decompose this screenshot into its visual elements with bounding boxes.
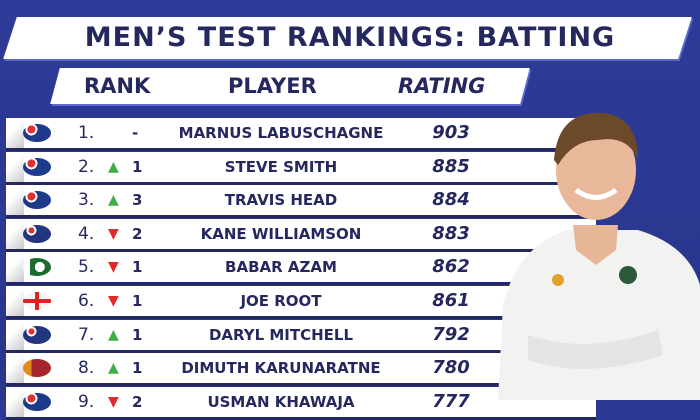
rank-change: 1 <box>132 157 143 176</box>
player-photo <box>498 112 700 400</box>
ranking-row: 4. ▼ 2 KANE WILLIAMSON 883 <box>6 218 596 252</box>
ranking-row: 5. ▼ 1 BABAR AZAM 862 <box>6 252 596 286</box>
row-shadow <box>6 319 24 350</box>
rank: 5. <box>78 257 95 278</box>
trend-up-icon: ▲ <box>108 360 119 377</box>
rank-change: 1 <box>132 292 143 310</box>
rank: 9. <box>78 391 95 412</box>
row-shadow <box>6 118 24 148</box>
rating: 792 <box>432 323 470 345</box>
trend-down-icon: ▼ <box>108 293 119 309</box>
row-shadow <box>6 286 24 316</box>
header-rating: RATING <box>398 74 486 98</box>
row-shadow <box>6 353 24 384</box>
flag-australia-icon <box>23 124 51 142</box>
flag-australia-icon <box>23 191 51 210</box>
header-rank: RANK <box>84 74 151 98</box>
trend-down-icon: ▼ <box>108 259 119 276</box>
flag-australia-icon <box>23 392 51 411</box>
flag-sri-lanka-icon <box>23 359 51 378</box>
rank: 7. <box>78 324 95 345</box>
ranking-row: 8. ▲ 1 DIMUTH KARUNARATNE 780 <box>6 353 596 387</box>
trend-up-icon: ▲ <box>108 192 119 209</box>
player-name: DARYL MITCHELL <box>208 325 354 344</box>
rank-change: 1 <box>132 359 143 378</box>
row-shadow <box>6 218 24 249</box>
trend-up-icon: ▲ <box>108 326 119 343</box>
player-name: KANE WILLIAMSON <box>200 224 362 243</box>
flag-pakistan-icon <box>23 258 51 277</box>
rank-change: 2 <box>132 224 143 243</box>
rating: 884 <box>432 189 470 211</box>
rank-change: - <box>132 124 139 142</box>
rating: 861 <box>432 290 470 311</box>
rank-change: 3 <box>132 191 143 210</box>
rank-change: 1 <box>132 325 143 344</box>
flag-australia-icon <box>23 157 51 176</box>
rank: 1. <box>78 123 95 143</box>
rank: 8. <box>78 358 95 379</box>
row-shadow <box>6 185 24 216</box>
rating: 780 <box>432 357 470 379</box>
page-title: MEN’S TEST RANKINGS: BATTING <box>84 22 616 53</box>
rank-change: 1 <box>132 258 143 277</box>
trend-down-icon: ▼ <box>108 225 119 242</box>
row-shadow <box>6 252 24 283</box>
trend-up-icon: ▲ <box>108 158 119 175</box>
rank: 3. <box>78 190 95 211</box>
ranking-row: 2. ▲ 1 STEVE SMITH 885 <box>6 151 596 185</box>
ranking-row: 3. ▲ 3 TRAVIS HEAD 884 <box>6 185 596 219</box>
player-name: USMAN KHAWAJA <box>207 392 355 411</box>
flag-england-icon <box>23 292 51 310</box>
rank-change: 2 <box>132 392 143 411</box>
player-name: STEVE SMITH <box>224 157 338 176</box>
header-player: PLAYER <box>228 74 317 98</box>
player-name: TRAVIS HEAD <box>224 191 338 210</box>
rank: 2. <box>78 156 95 177</box>
ranking-row: 1. - MARNUS LABUSCHAGNE 903 <box>6 118 596 151</box>
flag-new-zealand-icon <box>23 224 51 243</box>
player-name: BABAR AZAM <box>225 258 337 277</box>
rating: 885 <box>432 155 470 177</box>
rank: 6. <box>78 291 95 311</box>
rating: 883 <box>432 222 470 244</box>
rating: 862 <box>432 256 470 278</box>
trend-down-icon: ▼ <box>108 393 119 410</box>
ranking-row: 7. ▲ 1 DARYL MITCHELL 792 <box>6 319 596 353</box>
rating: 777 <box>432 390 470 412</box>
flag-new-zealand-icon <box>23 325 51 344</box>
player-name: DIMUTH KARUNARATNE <box>181 359 381 378</box>
player-name: JOE ROOT <box>240 292 322 310</box>
ranking-row: 6. ▼ 1 JOE ROOT 861 <box>6 286 596 319</box>
row-shadow <box>6 151 24 182</box>
row-shadow <box>6 386 24 417</box>
player-name: MARNUS LABUSCHAGNE <box>178 124 384 142</box>
rank: 4. <box>78 223 95 244</box>
rating: 903 <box>432 122 470 143</box>
